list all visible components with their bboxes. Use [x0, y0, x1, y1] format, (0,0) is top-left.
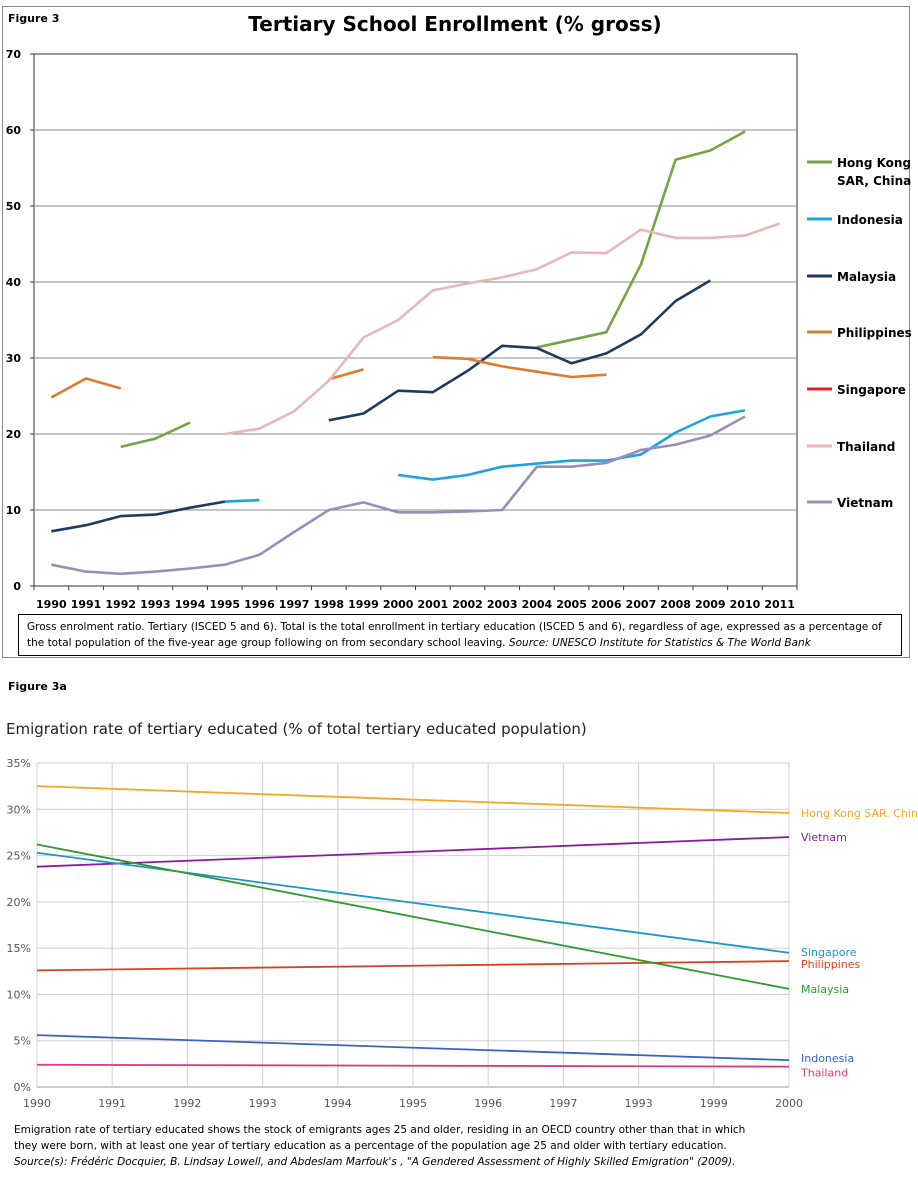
series-line-thailand [224, 222, 781, 436]
x-tick-label: 2005 [556, 598, 587, 611]
series-end-label: Philippines [801, 958, 861, 971]
x-tick-label: 1993 [140, 598, 171, 611]
series-end-label: Malaysia [801, 983, 849, 996]
legend-label: Indonesia [837, 213, 903, 227]
x-tick-label: 1990 [23, 1097, 51, 1110]
figure-3-caption-text: Gross enrolment ratio. Tertiary (ISCED 5… [27, 621, 882, 649]
series-line-indonesia [224, 498, 260, 503]
series-end-label: Hong Kong SAR. China [801, 807, 918, 820]
series-line-singapore [36, 851, 790, 954]
series-line-hong-kong-sar-china [120, 421, 191, 449]
x-tick-label: 1993 [625, 1097, 653, 1110]
series-line-hong-kong-sar-china [36, 785, 790, 814]
chart-2: 0% 5% 10% 15% 20% 25% 30% 35% 1990 1991 1992 1993 19… [7, 757, 918, 1110]
x-tick-label: 1992 [173, 1097, 201, 1110]
y-tick-label: 10 [6, 504, 22, 517]
y-tick-label: 50 [6, 200, 22, 213]
x-tick-label: 2002 [452, 598, 483, 611]
series-line-vietnam [51, 415, 746, 576]
x-tick-label: 1992 [105, 598, 136, 611]
series-line-indonesia [398, 409, 746, 481]
x-tick-label: 2010 [730, 598, 761, 611]
figure-3-frame [2, 6, 910, 658]
figure-3a-caption-line-2: they were born, with at least one year o… [14, 1140, 727, 1152]
series-end-label: Indonesia [801, 1052, 854, 1065]
series-line-malaysia [51, 500, 226, 533]
x-tick-label: 1995 [209, 598, 240, 611]
y-tick-label: 20% [7, 896, 31, 909]
x-tick-label: 2006 [591, 598, 622, 611]
series-line-malaysia [36, 843, 790, 990]
x-tick-label: 1999 [700, 1097, 728, 1110]
series-line-thailand [36, 1063, 790, 1068]
series-end-label: Singapore [801, 946, 857, 959]
y-tick-label: 60 [6, 124, 22, 137]
figure-3a-label: Figure 3a [8, 680, 67, 693]
x-tick-label: 1991 [71, 598, 102, 611]
series-line-indonesia [36, 1034, 790, 1062]
series-line-philippines [50, 377, 122, 399]
x-tick-label: 2000 [775, 1097, 803, 1110]
legend-label: Hong Kong [837, 156, 911, 170]
y-tick-label: 10% [7, 988, 31, 1001]
legend-label: SAR, China [837, 174, 911, 188]
chart-1: 0 10 20 30 40 50 60 70 1990 1991 1992 1993 1994 1995 1… [6, 48, 912, 611]
legend-label: Malaysia [837, 270, 896, 284]
figure-3-label: Figure 3 [8, 12, 60, 25]
y-tick-label: 5% [14, 1035, 31, 1048]
x-tick-label: 2001 [418, 598, 449, 611]
y-tick-label: 70 [6, 48, 22, 61]
y-tick-label: 40 [6, 276, 22, 289]
legend-label: Philippines [837, 326, 912, 340]
x-tick-label: 2011 [764, 598, 795, 611]
x-tick-label: 2003 [487, 598, 518, 611]
series-line-vietnam [36, 836, 790, 868]
chart-1-title: Tertiary School Enrollment (% gross) [248, 12, 662, 36]
plot-area [33, 53, 798, 587]
legend-label: Singapore [837, 383, 906, 397]
x-tick-label: 1996 [474, 1097, 502, 1110]
x-tick-label: 2000 [383, 598, 414, 611]
x-tick-label: 2008 [660, 598, 691, 611]
x-tick-label: 2007 [626, 598, 657, 611]
y-tick-label: 20 [6, 428, 22, 441]
x-tick-label: 1990 [36, 598, 67, 611]
figure-3-caption: Gross enrolment ratio. Tertiary (ISCED 5… [18, 614, 902, 656]
figure-3-caption-source: Source: UNESCO Institute for Statistics … [508, 637, 811, 649]
y-tick-label: 35% [7, 757, 31, 770]
x-tick-label: 2009 [695, 598, 726, 611]
series-line-malaysia [328, 279, 711, 422]
x-tick-label: 1993 [249, 1097, 277, 1110]
x-tick-label: 2004 [522, 598, 553, 611]
x-tick-label: 1991 [98, 1097, 126, 1110]
x-tick-label: 1996 [244, 598, 275, 611]
series-line-philippines [432, 355, 607, 379]
x-tick-label: 1997 [549, 1097, 577, 1110]
series-line-philippines [36, 960, 790, 972]
x-tick-label: 1994 [324, 1097, 352, 1110]
x-tick-label: 1998 [313, 598, 344, 611]
figure-3a-caption: Emigration rate of tertiary educated sho… [14, 1122, 804, 1170]
legend-label: Thailand [837, 440, 895, 454]
x-tick-label: 1997 [279, 598, 310, 611]
figure-3a-caption-line-1: Emigration rate of tertiary educated sho… [14, 1124, 746, 1136]
x-tick-label: 1999 [348, 598, 379, 611]
y-tick-label: 15% [7, 942, 31, 955]
series-line-hong-kong-sar-china [536, 130, 746, 349]
y-tick-label: 25% [7, 850, 31, 863]
series-end-label: Vietnam [801, 831, 847, 844]
series-end-label: Thailand [800, 1067, 848, 1080]
y-tick-label: 0% [14, 1081, 31, 1094]
y-tick-label: 30% [7, 803, 31, 816]
x-tick-label: 1995 [399, 1097, 427, 1110]
chart-2-title: Emigration rate of tertiary educated (% … [6, 720, 587, 738]
series-line-philippines [328, 368, 364, 381]
y-tick-label: 30 [6, 352, 22, 365]
y-tick-label: 0 [13, 580, 21, 593]
legend-label: Vietnam [837, 496, 893, 510]
figure-3a-caption-source: Source(s): Frédéric Docquier, B. Lindsay… [14, 1156, 736, 1168]
x-tick-label: 1994 [175, 598, 206, 611]
